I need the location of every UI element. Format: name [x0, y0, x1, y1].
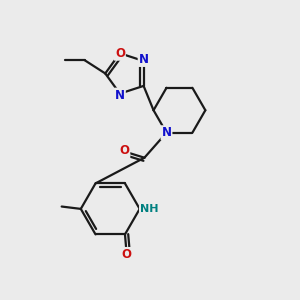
Text: NH: NH: [140, 204, 158, 214]
Text: O: O: [122, 248, 131, 261]
Text: O: O: [115, 47, 125, 60]
Text: O: O: [119, 144, 129, 158]
Text: N: N: [161, 126, 172, 139]
Text: N: N: [139, 53, 148, 66]
Text: N: N: [115, 88, 125, 102]
